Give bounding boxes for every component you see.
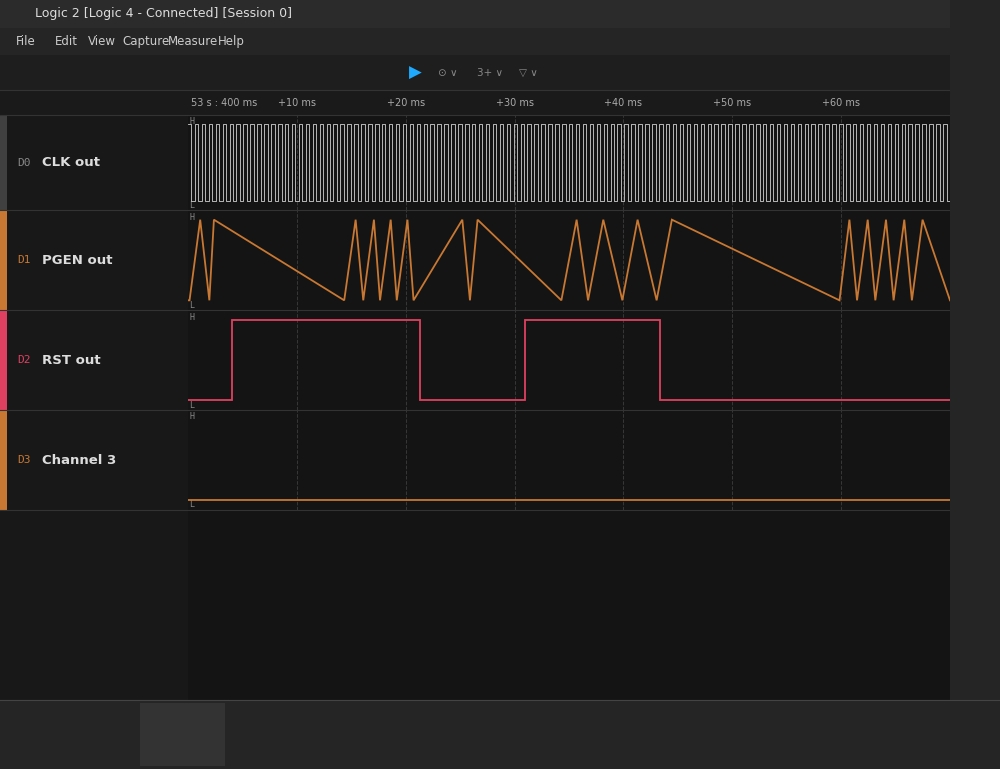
Text: ⊞: ⊞	[970, 488, 980, 501]
Text: D2: D2	[17, 355, 30, 365]
Text: +60 ms: +60 ms	[822, 98, 860, 108]
Text: ▽: ▽	[970, 428, 980, 441]
Text: D3: D3	[17, 455, 30, 465]
Text: File: File	[16, 35, 36, 48]
Text: H: H	[190, 212, 195, 221]
Text: ◎: ◎	[970, 164, 980, 177]
Text: ⊙ ∨: ⊙ ∨	[438, 68, 458, 78]
Text: Channel 3: Channel 3	[42, 454, 116, 467]
Text: ≡: ≡	[970, 574, 980, 587]
Text: 9 ms  ∧: 9 ms ∧	[923, 730, 965, 740]
Text: L: L	[190, 401, 195, 410]
Text: +10 ms: +10 ms	[278, 98, 316, 108]
Text: 3+ ∨: 3+ ∨	[477, 68, 503, 78]
Text: H: H	[190, 312, 195, 321]
Text: ▶: ▶	[409, 64, 421, 82]
Text: H: H	[190, 117, 195, 126]
Text: RST out: RST out	[42, 354, 101, 367]
Text: Help: Help	[218, 35, 245, 48]
Text: L: L	[190, 501, 195, 510]
Text: 3─: 3─	[967, 344, 983, 357]
Text: D0: D0	[17, 158, 30, 168]
Text: L: L	[190, 201, 195, 210]
Text: D1: D1	[17, 255, 30, 265]
Text: L: L	[190, 301, 195, 309]
Text: Session 0  ×: Session 0 ×	[145, 728, 219, 741]
Text: ⊙  1 Device  ∨: ⊙ 1 Device ∨	[18, 730, 98, 740]
Text: Measure: Measure	[168, 35, 218, 48]
Text: View: View	[88, 35, 116, 48]
Text: Capture: Capture	[122, 35, 169, 48]
Text: Logic 2 [Logic 4 - Connected] [Session 0]: Logic 2 [Logic 4 - Connected] [Session 0…	[35, 8, 292, 21]
Text: ①: ①	[969, 258, 981, 271]
Text: CLK out: CLK out	[42, 156, 100, 169]
Text: H: H	[190, 412, 195, 421]
Text: 53 s : 400 ms: 53 s : 400 ms	[191, 98, 257, 108]
Text: +20 ms: +20 ms	[387, 98, 425, 108]
Text: +30 ms: +30 ms	[496, 98, 534, 108]
Text: +40 ms: +40 ms	[604, 98, 642, 108]
Text: PGEN out: PGEN out	[42, 254, 112, 267]
Text: Edit: Edit	[55, 35, 78, 48]
Text: +: +	[234, 727, 246, 742]
Text: ▽ ∨: ▽ ∨	[519, 68, 537, 78]
Text: +50 ms: +50 ms	[713, 98, 751, 108]
